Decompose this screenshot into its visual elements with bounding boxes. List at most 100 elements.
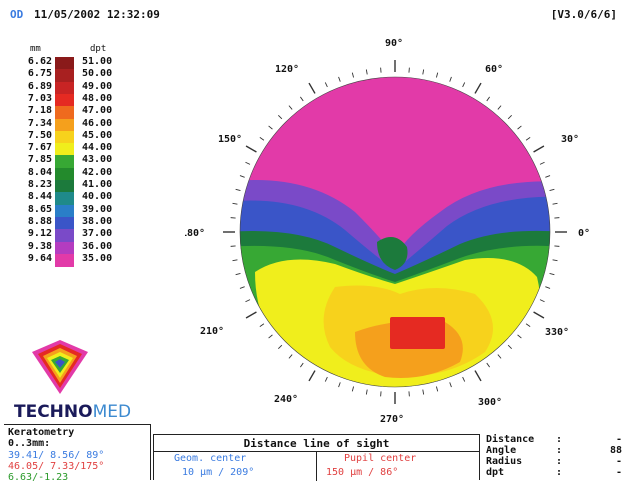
scale-dpt-value: 35.00 — [82, 253, 112, 264]
info-angle-value: 88 — [610, 445, 622, 456]
minor-tick — [325, 377, 327, 382]
scale-dpt-value: 36.00 — [82, 241, 112, 252]
minor-tick — [352, 387, 353, 392]
scale-color-swatch — [55, 82, 74, 95]
scale-color-swatch — [55, 69, 74, 82]
minor-tick — [236, 189, 241, 190]
keratometry-range: 0..3mm: — [8, 438, 50, 449]
scale-dpt-value: 50.00 — [82, 68, 112, 79]
scale-dpt-header: dpt — [90, 44, 106, 54]
major-tick — [475, 83, 481, 93]
topography-disc — [185, 32, 605, 422]
distance-title: Distance line of sight — [154, 437, 479, 450]
scale-mm-value: 8.88 — [6, 216, 52, 227]
minor-tick — [240, 287, 245, 289]
scale-color-swatch — [55, 106, 74, 119]
minor-tick — [278, 115, 282, 119]
scale-mm-value: 7.03 — [6, 93, 52, 104]
geom-center-label: Geom. center — [174, 453, 246, 464]
minor-tick — [450, 382, 452, 387]
minor-tick — [278, 345, 282, 349]
scale-dpt-value: 47.00 — [82, 105, 112, 116]
scale-mm-value: 9.12 — [6, 228, 52, 239]
scale-dpt-value: 44.00 — [82, 142, 112, 153]
minor-tick — [300, 363, 303, 367]
minor-tick — [450, 77, 452, 82]
angle-240: 240° — [274, 394, 298, 405]
minor-tick — [498, 355, 501, 359]
major-tick — [534, 146, 544, 152]
minor-tick — [508, 115, 512, 119]
scale-mm-value: 7.67 — [6, 142, 52, 153]
minor-tick — [545, 287, 550, 289]
eye-indicator: OD — [10, 8, 23, 21]
scale-mm-value: 7.50 — [6, 130, 52, 141]
minor-tick — [550, 273, 555, 274]
angle-210: 210° — [200, 326, 224, 337]
major-tick — [309, 371, 315, 381]
geom-center-value: 10 µm / 209° — [182, 467, 254, 478]
scale-color-swatch — [55, 119, 74, 132]
exam-datetime: 11/05/2002 12:32:09 — [34, 8, 160, 21]
angle-300: 300° — [478, 397, 502, 408]
scale-color-swatch — [55, 192, 74, 205]
scale-mm-value: 6.62 — [6, 56, 52, 67]
info-distance-label: Distance — [486, 434, 534, 445]
scale-mm-value: 9.38 — [6, 241, 52, 252]
brand-name: TECHNOMED — [14, 402, 131, 422]
minor-tick — [518, 335, 522, 338]
scale-mm-value: 8.23 — [6, 179, 52, 190]
pupil-center-value: 150 µm / 86° — [326, 467, 398, 478]
minor-tick — [352, 73, 353, 78]
scale-color-swatch — [55, 205, 74, 218]
angle-90: 90° — [385, 38, 403, 49]
angle-330: 330° — [545, 327, 569, 338]
scale-dpt-value: 42.00 — [82, 167, 112, 178]
info-radius-row: Radius: - — [486, 456, 622, 467]
pupil-center-label: Pupil center — [344, 453, 416, 464]
minor-tick — [487, 363, 490, 367]
scale-color-swatch — [55, 57, 74, 70]
scale-dpt-value: 45.00 — [82, 130, 112, 141]
info-distance-value: - — [616, 434, 622, 445]
info-dpt-row: dpt: - — [486, 467, 622, 478]
scale-color-swatch — [55, 155, 74, 168]
topography-map[interactable]: 90° 60° 30° 0° 330° 300° 270° 240° 210° … — [185, 32, 605, 422]
minor-tick — [508, 345, 512, 349]
distance-line-of-sight-panel: Distance line of sight Geom. center Pupi… — [153, 434, 480, 480]
minor-tick — [233, 203, 238, 204]
distance-column-divider — [316, 451, 317, 481]
keratometry-steep-meridian: 46.05/ 7.33/175° — [8, 461, 104, 472]
minor-tick — [325, 82, 327, 87]
angle-30: 30° — [561, 134, 579, 145]
minor-tick — [545, 176, 550, 178]
scale-dpt-value: 49.00 — [82, 81, 112, 92]
minor-tick — [366, 70, 367, 75]
scale-mm-value: 7.85 — [6, 154, 52, 165]
scale-dpt-value: 37.00 — [82, 228, 112, 239]
keratometry-flat-meridian: 39.41/ 8.56/ 89° — [8, 450, 104, 461]
scale-mm-value: 9.64 — [6, 253, 52, 264]
minor-tick — [518, 126, 522, 129]
scale-mm-value: 8.44 — [6, 191, 52, 202]
scale-color-swatch — [55, 131, 74, 144]
scale-mm-value: 8.65 — [6, 204, 52, 215]
minor-tick — [289, 355, 292, 359]
minor-tick — [233, 260, 238, 261]
scale-mm-value: 7.18 — [6, 105, 52, 116]
minor-tick — [423, 390, 424, 395]
cursor-info-panel: Distance: - Angle: 88 Radius: - dpt: - — [486, 434, 622, 478]
info-dpt-label: dpt — [486, 467, 504, 478]
angle-150: 150° — [218, 134, 242, 145]
info-dpt-value: - — [616, 467, 622, 478]
major-tick — [309, 83, 315, 93]
minor-tick — [553, 203, 558, 204]
technomed-logo — [30, 338, 90, 396]
scale-mm-value: 6.75 — [6, 68, 52, 79]
info-radius-label: Radius — [486, 456, 522, 467]
scale-dpt-value: 39.00 — [82, 204, 112, 215]
minor-tick — [540, 300, 545, 302]
minor-tick — [526, 137, 530, 140]
angle-0: 0° — [578, 228, 590, 239]
minor-tick — [289, 106, 292, 110]
